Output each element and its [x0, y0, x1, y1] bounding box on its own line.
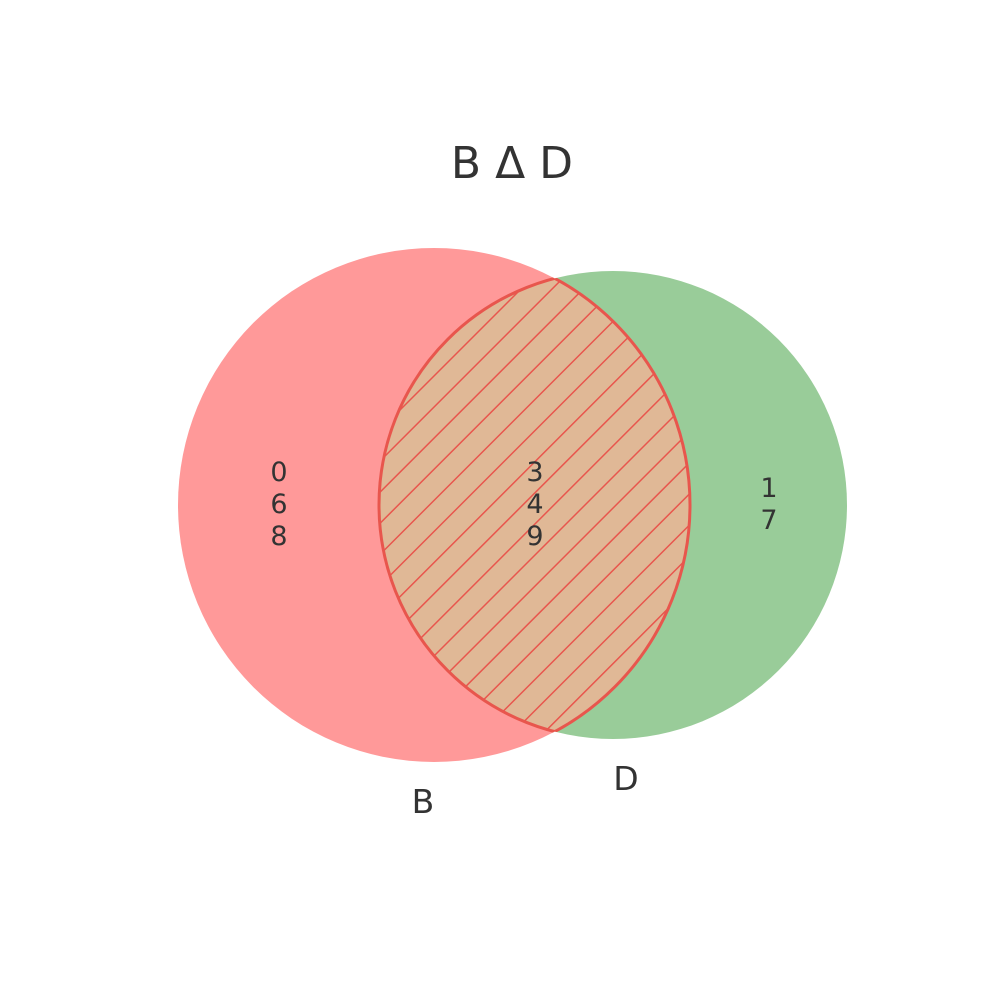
intersection-element: 3	[526, 457, 543, 488]
set-b-only-element: 0	[270, 457, 287, 488]
set-d-label: D	[613, 759, 638, 798]
intersection-outline	[379, 271, 692, 739]
intersection-element: 9	[526, 521, 543, 552]
set-b-label: B	[412, 782, 435, 821]
set-b-only-element: 8	[270, 521, 287, 552]
intersection-element: 4	[526, 489, 543, 520]
set-b-only-element: 6	[270, 489, 287, 520]
set-d-only-element: 7	[760, 505, 777, 536]
set-d-only-element: 1	[760, 473, 777, 504]
diagram-title: B Δ D	[451, 138, 573, 189]
